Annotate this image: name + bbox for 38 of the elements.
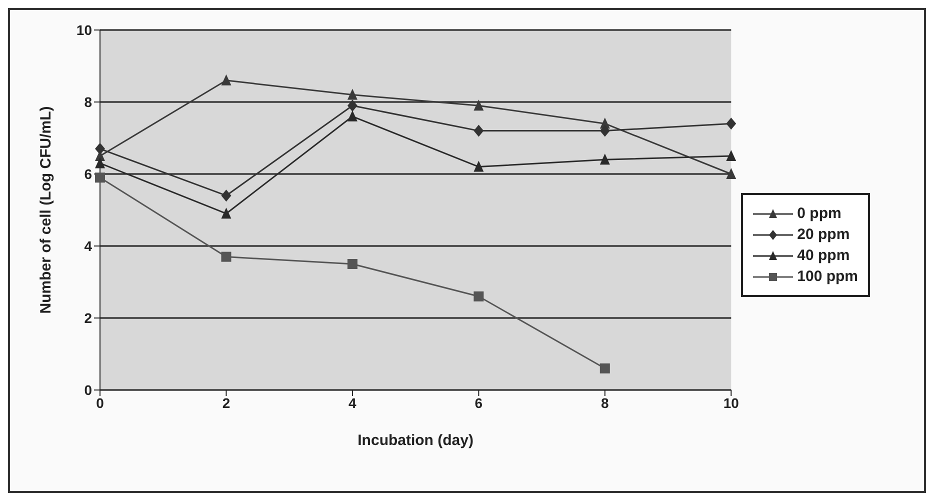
point bbox=[726, 150, 736, 161]
y-tick-label: 6 bbox=[84, 166, 92, 182]
point bbox=[221, 74, 232, 86]
legend-label: 20 ppm bbox=[797, 226, 850, 243]
point bbox=[726, 118, 736, 130]
legend-label: 100 ppm bbox=[797, 268, 858, 285]
x-tick-label: 2 bbox=[222, 394, 230, 411]
x-axis-title: Incubation (day) bbox=[358, 432, 474, 449]
y-tick-label: 10 bbox=[76, 22, 92, 38]
point bbox=[474, 160, 484, 172]
x-tick-label: 0 bbox=[96, 394, 104, 411]
legend-label: 0 ppm bbox=[797, 205, 842, 222]
point bbox=[347, 88, 358, 100]
point bbox=[600, 363, 610, 374]
y-tick-label: 2 bbox=[84, 310, 92, 326]
point bbox=[600, 124, 610, 137]
point bbox=[95, 142, 105, 155]
point bbox=[347, 100, 358, 112]
y-tick-label: 0 bbox=[84, 382, 92, 398]
y-axis-title: Number of cell (Log CFU/mL) bbox=[37, 106, 54, 314]
point bbox=[95, 157, 105, 168]
x-tick-label: 4 bbox=[348, 394, 357, 411]
x-tick-label: 6 bbox=[474, 394, 483, 411]
point bbox=[600, 154, 610, 165]
point bbox=[221, 252, 232, 262]
legend-label: 40 ppm bbox=[797, 247, 850, 264]
x-tick-label: 10 bbox=[723, 394, 740, 411]
point bbox=[726, 168, 736, 179]
point bbox=[221, 190, 232, 202]
point bbox=[474, 124, 484, 137]
y-tick-label: 4 bbox=[84, 238, 92, 254]
point bbox=[347, 259, 358, 269]
y-tick-label: 8 bbox=[84, 94, 92, 110]
point bbox=[474, 100, 484, 111]
point bbox=[474, 291, 484, 302]
x-tick-label: 8 bbox=[601, 394, 610, 411]
point bbox=[347, 110, 358, 122]
point bbox=[221, 208, 232, 219]
